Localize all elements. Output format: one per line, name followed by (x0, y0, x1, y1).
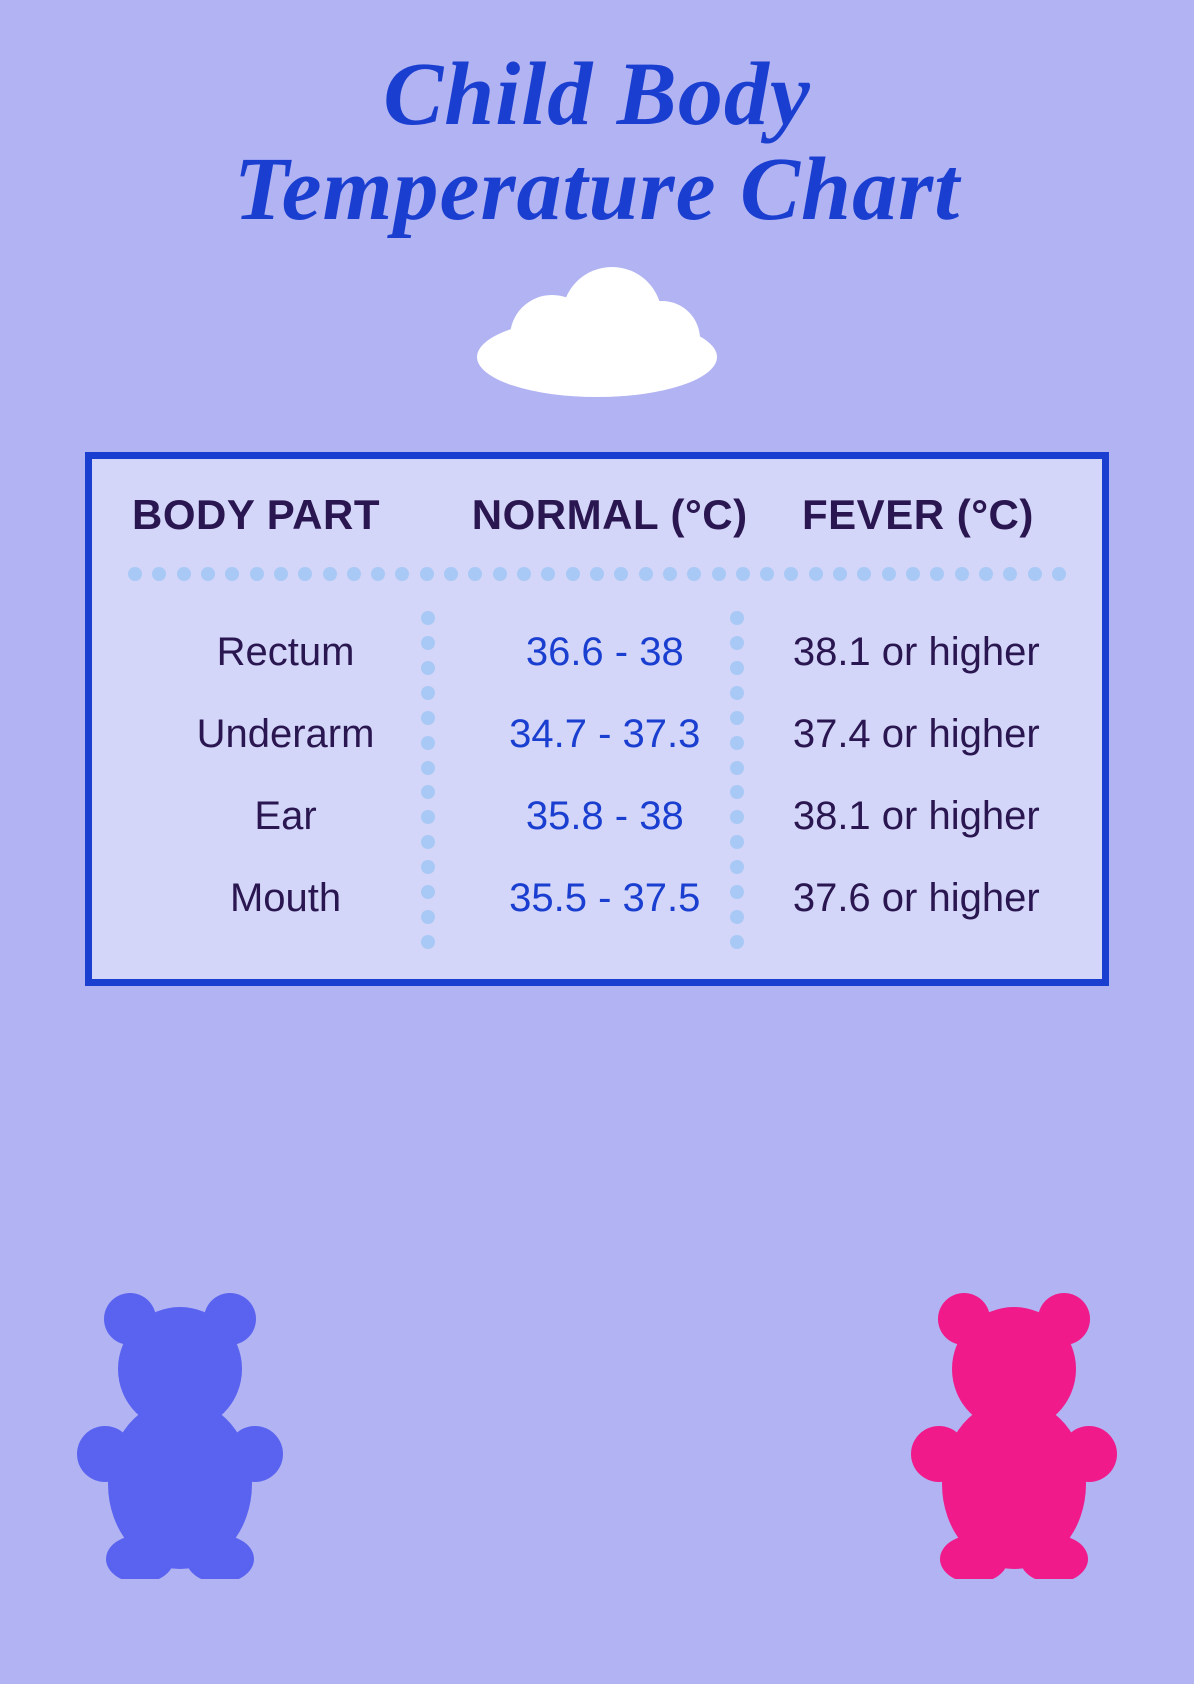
cell-normal: 35.8 - 38 (449, 794, 760, 839)
title-line-2: Temperature Chart (234, 140, 960, 239)
table-row: Mouth 35.5 - 37.5 37.6 or higher (122, 857, 1072, 939)
dotted-divider-horizontal (122, 567, 1072, 581)
teddy-bear-icon (70, 1279, 290, 1584)
cell-bodypart: Underarm (122, 712, 449, 757)
dotted-divider-vertical-1 (421, 611, 435, 949)
cell-normal: 36.6 - 38 (449, 630, 760, 675)
cell-normal: 35.5 - 37.5 (449, 876, 760, 921)
table-row: Rectum 36.6 - 38 38.1 or higher (122, 611, 1072, 693)
col-header-fever: FEVER (°C) (764, 491, 1072, 539)
cell-fever: 37.6 or higher (761, 876, 1072, 921)
dotted-divider-vertical-2 (730, 611, 744, 949)
table-row: Ear 35.8 - 38 38.1 or higher (122, 775, 1072, 857)
table-header: BODY PART NORMAL (°C) FEVER (°C) (122, 491, 1072, 539)
cell-fever: 38.1 or higher (761, 794, 1072, 839)
col-header-bodypart: BODY PART (122, 491, 456, 539)
table-row: Underarm 34.7 - 37.3 37.4 or higher (122, 693, 1072, 775)
col-header-normal: NORMAL (°C) (456, 491, 764, 539)
cell-bodypart: Ear (122, 794, 449, 839)
cell-bodypart: Rectum (122, 630, 449, 675)
cell-normal: 34.7 - 37.3 (449, 712, 760, 757)
title-line-1: Child Body (383, 45, 811, 144)
temperature-table: BODY PART NORMAL (°C) FEVER (°C) Rectum … (85, 452, 1109, 986)
page-title: Child Body Temperature Chart (0, 0, 1194, 237)
table-body: Rectum 36.6 - 38 38.1 or higher Underarm… (122, 611, 1072, 939)
cell-fever: 38.1 or higher (761, 630, 1072, 675)
cell-fever: 37.4 or higher (761, 712, 1072, 757)
teddy-bear-icon (904, 1279, 1124, 1584)
cell-bodypart: Mouth (122, 876, 449, 921)
cloud-icon (0, 267, 1194, 397)
